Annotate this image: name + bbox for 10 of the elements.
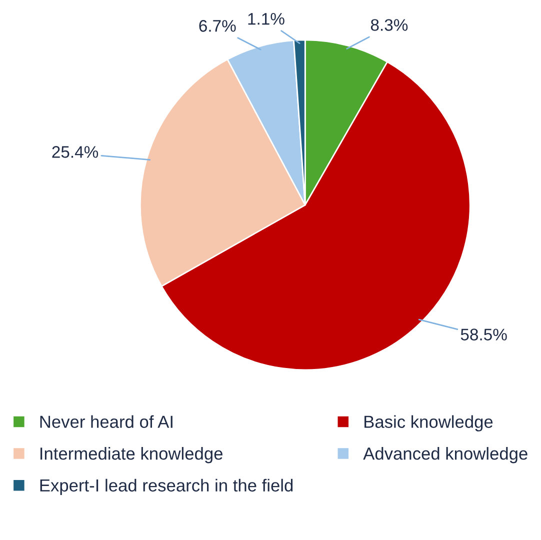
legend-label: Never heard of AI bbox=[40, 415, 172, 428]
data-label: 58.5% bbox=[460, 328, 507, 340]
legend-label: Basic knowledge bbox=[364, 415, 493, 432]
legend-label: Expert-I lead research in the field bbox=[40, 478, 293, 496]
data-label: 25.4% bbox=[52, 146, 98, 158]
data-label: 6.7% bbox=[199, 20, 236, 32]
legend-label: Intermediate knowledge bbox=[40, 447, 222, 464]
legend-label: Advanced knowledge bbox=[363, 447, 528, 464]
data-label: 1.1% bbox=[248, 13, 284, 25]
data-label: 8.3% bbox=[370, 19, 408, 31]
